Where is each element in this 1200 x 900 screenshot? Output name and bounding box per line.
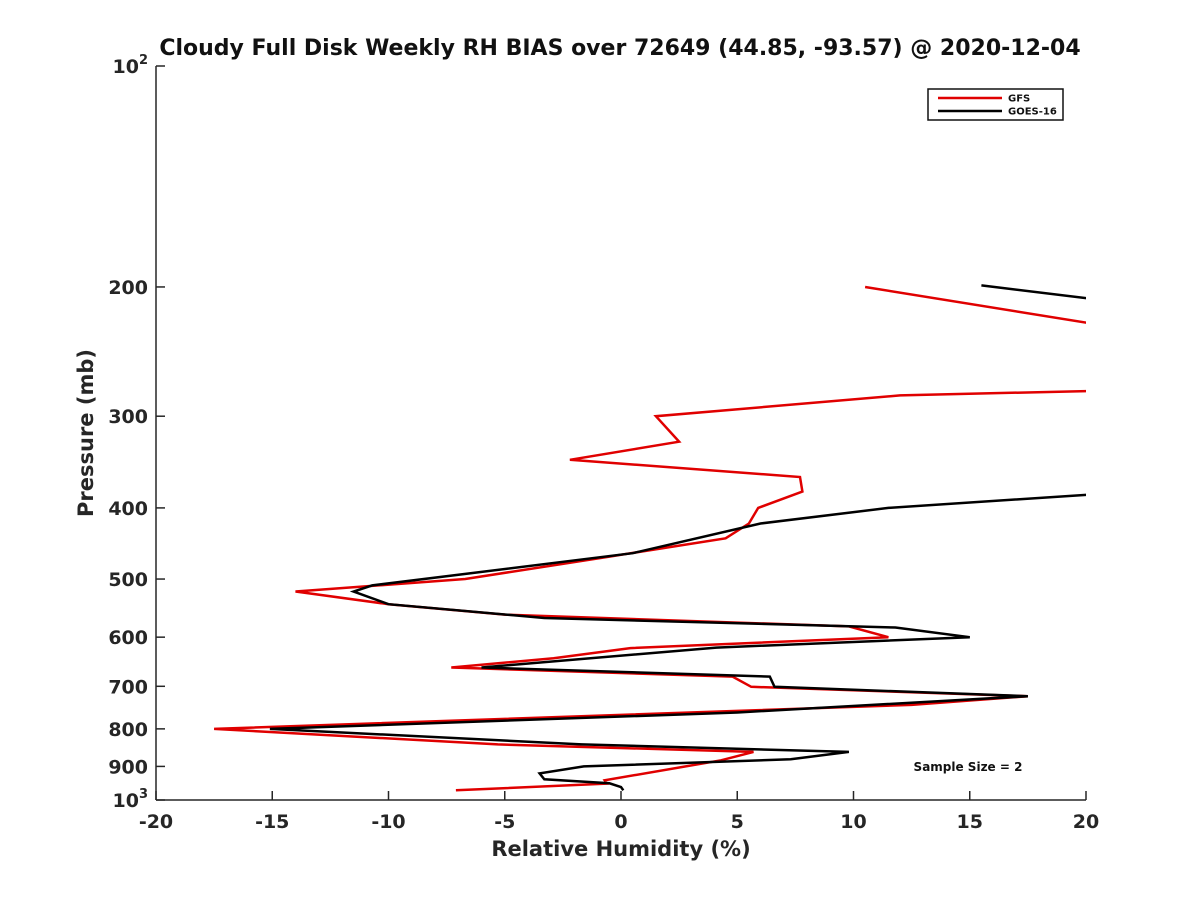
y-axis-label: Pressure (mb) bbox=[74, 349, 98, 517]
series-layer bbox=[214, 284, 1086, 792]
y-ticks: 102 200 300 400 500 600 700 800 900 103 bbox=[108, 53, 165, 812]
x-tick-label: -10 bbox=[371, 811, 405, 833]
y-tick-label: 200 bbox=[108, 277, 148, 299]
y-tick-label: 700 bbox=[108, 676, 148, 698]
legend-label-gfs: GFS bbox=[1008, 94, 1030, 105]
x-tick-label: -5 bbox=[494, 811, 515, 833]
y-tick-label: 103 bbox=[113, 787, 149, 812]
legend-label-goes16: GOES-16 bbox=[1008, 107, 1057, 118]
series-line-goes16-0 bbox=[981, 284, 1086, 300]
series-line-gfs-0 bbox=[864, 285, 1086, 324]
legend-box bbox=[927, 88, 1064, 121]
y-tick-label: 500 bbox=[108, 569, 148, 591]
x-axis-label: Relative Humidity (%) bbox=[491, 837, 750, 861]
y-tick-label: 400 bbox=[108, 498, 148, 520]
sample-size-annotation: Sample Size = 2 bbox=[914, 760, 1023, 774]
y-tick-label: 800 bbox=[108, 719, 148, 741]
x-tick-label: 20 bbox=[1073, 811, 1099, 833]
x-tick-label: 0 bbox=[614, 811, 627, 833]
x-tick-label: -20 bbox=[139, 811, 173, 833]
y-tick-label: 600 bbox=[108, 627, 148, 649]
series-line-goes16-1 bbox=[269, 493, 1086, 792]
x-ticks: -20 -15 -10 -5 0 5 10 15 20 bbox=[139, 791, 1099, 833]
x-tick-label: 15 bbox=[957, 811, 983, 833]
x-tick-label: 5 bbox=[731, 811, 744, 833]
legend: GFS GOES-16 bbox=[927, 88, 1064, 121]
y-tick-label: 300 bbox=[108, 406, 148, 428]
plot-area bbox=[156, 66, 1086, 800]
chart-title: Cloudy Full Disk Weekly RH BIAS over 726… bbox=[159, 36, 1080, 61]
x-tick-label: 10 bbox=[840, 811, 866, 833]
y-tick-label: 102 bbox=[113, 53, 149, 78]
x-tick-label: -15 bbox=[255, 811, 289, 833]
y-tick-label: 900 bbox=[108, 756, 148, 778]
